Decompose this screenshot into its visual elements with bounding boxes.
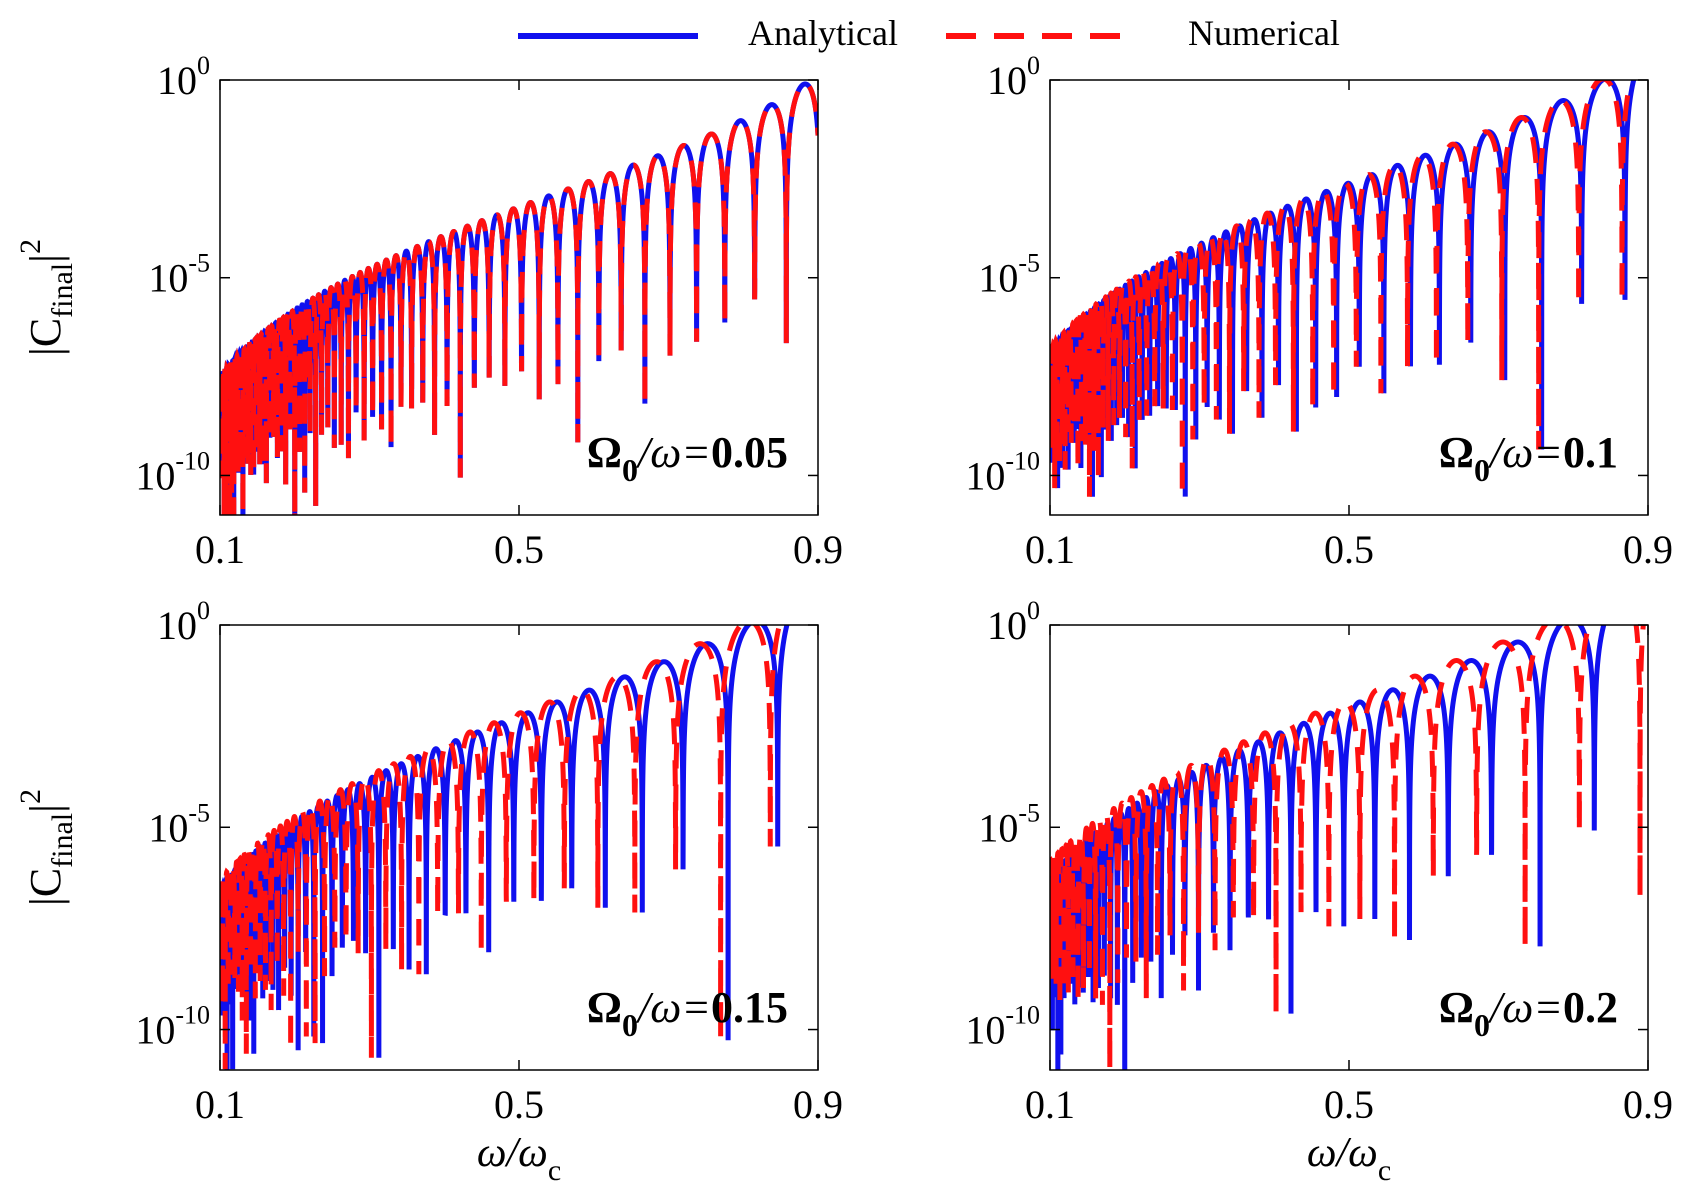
y-tick-label: 10-5 xyxy=(978,249,1040,301)
y-tick-label: 10-5 xyxy=(978,798,1040,850)
series-numerical-line xyxy=(220,625,783,1070)
y-tick-label: 10-10 xyxy=(135,1001,210,1053)
parameter-annotation: Ω0/ω=0.15 xyxy=(587,983,788,1043)
series-numerical-line xyxy=(220,81,818,515)
panels: 0.1 0.5 0.910010-510-10|Cfinal|2Ω0/ω=0.050… xyxy=(14,51,1673,1187)
x-tick-label: 0.5 xyxy=(494,1082,544,1127)
y-axis-label: |Cfinal|2 xyxy=(14,239,79,356)
x-tick-label: 0.5 xyxy=(1324,1082,1374,1127)
x-tick-label: 0.9 xyxy=(793,1082,843,1127)
x-tick-label: 0.5 xyxy=(1324,527,1374,572)
chart-panel-1: 0.1 0.5 0.9 100 10-5 10-10 |Cfinal|2 Ω0/ω=0.05 xyxy=(14,51,843,572)
chart-panel-2: 0.1 0.5 0.9 100 10-5 10-10 Ω0/ω=0.1 xyxy=(965,51,1673,572)
y-tick-label: 10-10 xyxy=(965,446,1040,498)
x-tick-label: 0.9 xyxy=(1623,527,1673,572)
y-tick-label: 100 xyxy=(987,51,1040,103)
series-numerical-line xyxy=(1050,80,1634,497)
legend-label-numerical: Numerical xyxy=(1188,13,1340,53)
x-tick-label: 0.1 xyxy=(195,1082,245,1127)
y-tick-label: 100 xyxy=(157,51,210,103)
x-tick-label: 0.5 xyxy=(494,527,544,572)
x-tick-label: 0.1 xyxy=(195,527,245,572)
x-tick-label: 0.9 xyxy=(793,527,843,572)
y-tick-label: 10-5 xyxy=(148,798,210,850)
y-axis-label: |Cfinal|2 xyxy=(14,789,79,906)
parameter-annotation: Ω0/ω=0.2 xyxy=(1439,983,1618,1043)
x-tick-label: 0.1 xyxy=(1025,527,1075,572)
parameter-annotation: Ω0/ω=0.1 xyxy=(1439,428,1618,488)
x-tick-label: 0.9 xyxy=(1623,1082,1673,1127)
x-tick-label: 0.1 xyxy=(1025,1082,1075,1127)
y-tick-label: 10-5 xyxy=(148,249,210,301)
y-tick-label: 100 xyxy=(987,596,1040,648)
y-tick-label: 10-10 xyxy=(965,1001,1040,1053)
chart-panel-4: 0.1 0.5 0.9 100 10-5 10-10 ω/ωc Ω0/ω=0.2 xyxy=(965,596,1673,1187)
legend-label-analytical: Analytical xyxy=(748,13,898,53)
x-axis-label: ω/ωc xyxy=(477,1130,561,1187)
parameter-annotation: Ω0/ω=0.05 xyxy=(587,428,788,488)
x-axis-label: ω/ωc xyxy=(1307,1130,1391,1187)
legend: Analytical Numerical xyxy=(518,13,1340,53)
y-tick-label: 10-10 xyxy=(135,446,210,498)
chart-panel-3: 0.1 0.5 0.9 100 10-5 10-10 |Cfinal|2 ω/ωc Ω0/ω=0… xyxy=(14,596,843,1187)
y-tick-label: 100 xyxy=(157,596,210,648)
